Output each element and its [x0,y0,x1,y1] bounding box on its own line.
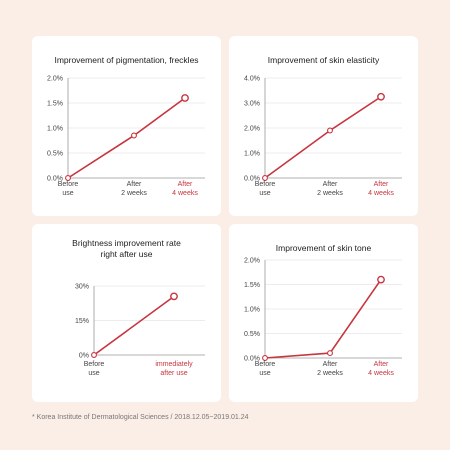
data-point [181,94,189,102]
y-tick-label: 0% [79,353,89,360]
y-tick-label: 3.0% [244,101,260,108]
x-tick-label: 2 weeks [317,190,343,197]
x-tick-label: Before [255,361,276,368]
chart-svg: 0.0% 0.5% 1.0% 1.5% 2.0% Before use After 2 week… [244,258,402,377]
chart-svg: 0% 15% 30% Before use immediately after use [75,284,205,377]
y-tick-label: 0.0% [244,356,260,363]
x-tick-label: 2 weeks [317,370,343,377]
y-tick-label: 30% [75,284,89,291]
x-tick-label: After [178,181,193,188]
chart-svg: 0.0% 1.0% 2.0% 3.0% 4.0% Before use After 2 week… [244,76,402,197]
chart-card-elasticity: Improvement of skin elasticity 0.0% 1.0% 2.… [229,36,418,216]
y-tick-label: 2.0% [244,258,260,265]
x-tick-label: 4 weeks [368,370,394,377]
x-tick-label: After [127,181,142,188]
x-tick-label: After [323,361,338,368]
y-tick-label: 0.0% [47,176,63,183]
y-tick-label: 1.5% [244,282,260,289]
y-tick-label: 1.0% [244,151,260,158]
x-tick-label: After [323,181,338,188]
x-tick-label: Before [84,361,105,368]
data-point [65,175,71,181]
x-tick-label: Before [255,181,276,188]
chart-card-brightness: Brightness improvement rate right after u… [32,224,221,402]
x-tick-label: 4 weeks [368,190,394,197]
y-tick-label: 1.5% [47,101,63,108]
series-line [264,96,382,179]
y-tick-label: 4.0% [244,76,260,83]
x-tick-label: after use [160,370,187,377]
chart-card-pigmentation: Improvement of pigmentation, freckles 0.0… [32,36,221,216]
data-point [262,175,268,181]
series-line [67,97,186,179]
data-point [170,292,178,301]
x-tick-label: use [88,370,99,377]
data-point [131,132,137,139]
chart-title-line: Improvement of skin tone [275,243,372,253]
chart-title-line: right after use [100,249,153,259]
y-tick-label: 1.0% [47,126,63,133]
x-tick-label: use [259,190,270,197]
data-point [91,352,97,358]
x-tick-label: After [374,361,389,368]
chart-title-line: Improvement of skin elasticity [267,55,380,65]
y-tick-label: 0.5% [244,331,260,338]
chart-title-line: Brightness improvement rate [72,238,181,248]
y-tick-label: 2.0% [47,76,63,83]
y-tick-label: 0.5% [47,151,63,158]
chart-title: Improvement of pigmentation, freckles [32,55,221,66]
y-tick-label: 0.0% [244,176,260,183]
chart-title: Brightness improvement rate right after u… [32,238,221,260]
data-point [262,355,268,361]
x-tick-label: After [374,181,389,188]
chart-title-line: Improvement of pigmentation, freckles [54,55,199,65]
data-point [327,350,333,357]
data-point [377,92,385,101]
y-tick-label: 1.0% [244,307,260,314]
chart-card-skin-tone: Improvement of skin tone 0.0% 0.5% 1.0% 1.5%… [229,224,418,402]
series-line [93,295,175,356]
x-tick-label: 4 weeks [172,190,198,197]
x-tick-label: 2 weeks [121,190,147,197]
footnote: * Korea Institute of Dermatological Scie… [32,414,249,421]
chart-svg: 0.0% 0.5% 1.0% 1.5% 2.0% Before use After 2 week… [47,76,205,197]
chart-title: Improvement of skin tone [229,243,418,254]
x-tick-label: Before [58,181,79,188]
x-tick-label: use [62,190,73,197]
chart-title: Improvement of skin elasticity [229,55,418,66]
y-tick-label: 2.0% [244,126,260,133]
x-tick-label: use [259,370,270,377]
x-tick-label: immediately [155,361,193,368]
data-point [327,127,333,134]
y-tick-label: 15% [75,318,89,325]
data-point [377,275,385,284]
series-line [264,279,382,359]
